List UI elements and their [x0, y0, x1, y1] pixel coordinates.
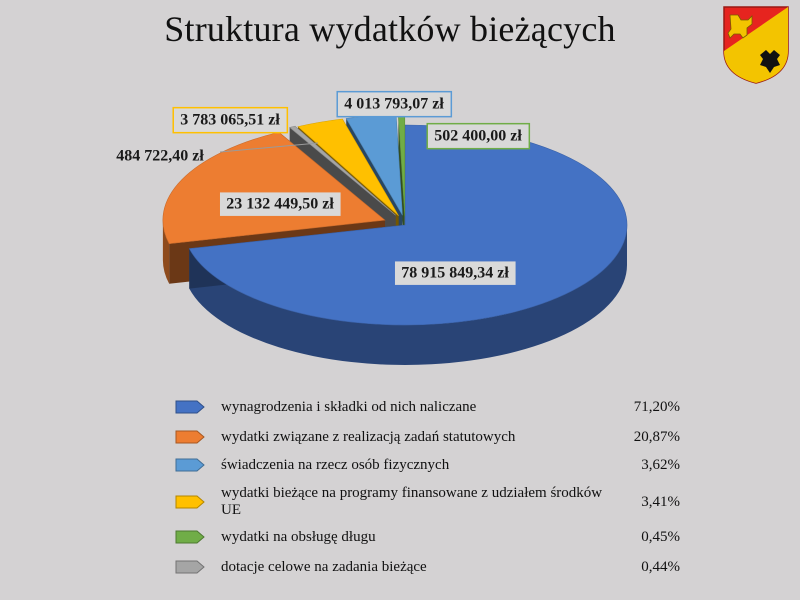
legend-item: dotacje celowe na zadania bieżące 0,44%	[175, 555, 680, 579]
pie-slice-side	[398, 116, 405, 257]
data-label-box	[336, 90, 453, 118]
legend-item: wydatki bieżące na programy finansowane …	[175, 485, 680, 519]
data-label: 4 013 793,07 zł	[344, 96, 444, 113]
legend-swatch-icon	[175, 430, 205, 444]
data-label-box	[426, 122, 531, 150]
legend-swatch-icon	[175, 530, 205, 544]
pie-slice	[297, 118, 399, 216]
data-label: 484 722,40 zł	[116, 148, 204, 165]
pie-slice-wall	[162, 220, 170, 284]
legend-percent: 0,44%	[641, 558, 680, 575]
data-label: 3 783 065,51 zł	[180, 112, 280, 129]
legend-swatch-icon	[175, 560, 205, 574]
data-label-box	[218, 190, 343, 218]
pie-slice-wall	[189, 225, 628, 365]
legend-label: wydatki związane z realizacją zadań stat…	[221, 428, 516, 445]
legend-percent: 0,45%	[641, 528, 680, 545]
data-label: 78 915 849,34 zł	[401, 265, 509, 282]
leader-line	[219, 142, 319, 153]
pie-slice	[188, 124, 628, 326]
legend-swatch-icon	[175, 495, 205, 509]
legend-label: dotacje celowe na zadania bieżące	[221, 558, 427, 575]
chart-title: Struktura wydatków bieżących	[164, 9, 616, 49]
legend-percent: 20,87%	[633, 428, 680, 445]
data-label-box	[393, 259, 518, 287]
coat-of-arms-logo	[723, 6, 789, 84]
pie-slice	[289, 125, 396, 216]
legend-percent: 3,62%	[641, 456, 680, 473]
legend-label: wydatki bieżące na programy finansowane …	[221, 485, 603, 518]
legend-label: wynagrodzenia i składki od nich naliczan…	[221, 398, 477, 415]
legend-item: wynagrodzenia i składki od nich naliczan…	[175, 395, 680, 419]
legend-label: świadczenia na rzecz osób fizycznych	[221, 456, 450, 473]
legend-item: wydatki na obsługę długu 0,45%	[175, 525, 680, 549]
legend-item: wydatki związane z realizacją zadań stat…	[175, 425, 680, 449]
data-label: 23 132 449,50 zł	[226, 196, 334, 213]
legend-percent: 71,20%	[633, 398, 680, 415]
pie-slice-cut	[398, 116, 405, 257]
legend-swatch-icon	[175, 400, 205, 414]
legend-swatch-icon	[175, 458, 205, 472]
data-label-box	[172, 106, 289, 134]
data-label: 502 400,00 zł	[434, 128, 522, 145]
legend-label: wydatki na obsługę długu	[221, 528, 376, 545]
legend-item: świadczenia na rzecz osób fizycznych 3,62…	[175, 453, 680, 477]
legend-percent: 3,41%	[641, 493, 680, 510]
chart-legend: wynagrodzenia i składki od nich naliczan…	[175, 395, 680, 579]
